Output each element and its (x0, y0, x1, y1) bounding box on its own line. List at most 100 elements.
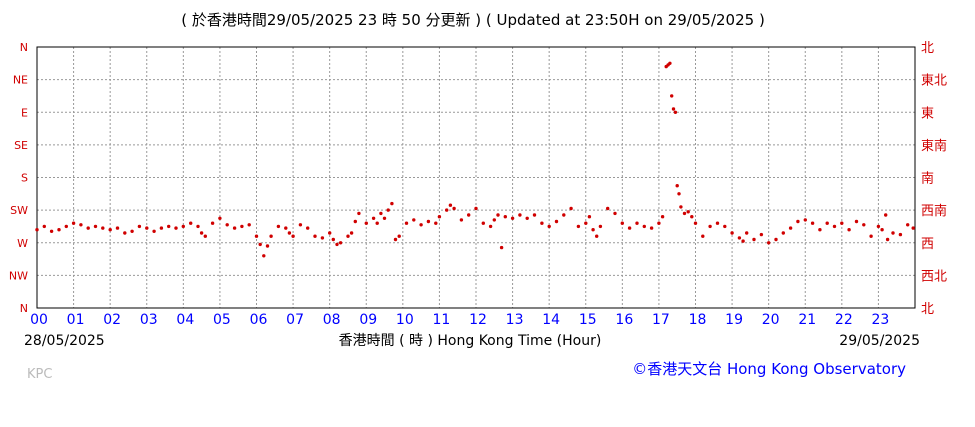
data-point (911, 226, 915, 230)
data-point (587, 215, 592, 219)
x-tick-label: 06 (250, 312, 268, 328)
data-point (745, 231, 749, 235)
data-point (673, 110, 678, 115)
data-point (181, 224, 185, 229)
data-point (810, 221, 815, 225)
data-point (474, 206, 478, 211)
data-point (364, 221, 368, 225)
data-point (606, 206, 610, 211)
data-point (64, 224, 69, 229)
data-point (671, 107, 676, 111)
data-point (642, 224, 646, 229)
data-point (393, 237, 398, 242)
data-point (488, 224, 493, 229)
x-tick-label: 18 (689, 312, 707, 328)
data-point (862, 223, 866, 227)
data-point (331, 237, 335, 242)
data-point (876, 224, 881, 229)
data-point (298, 223, 303, 227)
data-point (262, 254, 266, 258)
data-points (35, 61, 915, 258)
data-point (167, 224, 171, 229)
data-point (723, 224, 727, 229)
data-point (152, 229, 156, 233)
data-point (503, 215, 507, 219)
x-tick-label: 12 (469, 312, 487, 328)
data-point (349, 231, 354, 235)
data-point (328, 231, 332, 235)
data-point (759, 232, 764, 237)
data-point (796, 219, 800, 224)
data-point (668, 61, 672, 65)
data-point (547, 224, 551, 229)
data-point (353, 219, 357, 224)
data-point (434, 221, 438, 225)
data-point (803, 218, 807, 222)
x-tick-label: 11 (433, 312, 451, 328)
data-point (682, 211, 687, 216)
data-point (306, 226, 310, 230)
data-point (174, 226, 178, 230)
data-point (869, 234, 873, 238)
station-code: KPC (27, 367, 52, 382)
data-point (884, 213, 888, 217)
y-tick-label-zh: 西北 (921, 269, 947, 284)
data-point (767, 241, 771, 245)
x-tick-label: 17 (652, 312, 670, 328)
data-point (569, 206, 573, 211)
data-point (57, 228, 61, 232)
data-point (284, 226, 288, 230)
data-point (130, 229, 134, 233)
data-point (891, 231, 895, 235)
data-point (452, 206, 456, 211)
data-point (675, 184, 679, 188)
data-point (382, 216, 387, 220)
x-tick-label: 00 (30, 312, 48, 328)
data-point (898, 232, 903, 237)
data-point (419, 223, 423, 227)
data-point (79, 223, 83, 227)
data-point (467, 213, 471, 217)
y-tick-label-en: S (21, 172, 28, 185)
data-point (510, 216, 515, 220)
y-tick-label-zh: 西南 (921, 203, 947, 219)
data-point (818, 228, 822, 232)
x-tick-label: 22 (835, 312, 853, 328)
data-point (708, 224, 712, 229)
data-point (265, 244, 270, 248)
data-point (481, 221, 485, 225)
data-point (101, 226, 105, 230)
data-point (225, 223, 229, 227)
data-point (269, 234, 273, 238)
x-tick-label: 01 (67, 312, 85, 328)
y-tick-label-zh: 北 (921, 302, 934, 317)
data-point (670, 94, 674, 98)
y-tick-label-zh: 東北 (921, 73, 947, 89)
data-point (93, 224, 98, 229)
x-tick-label: 19 (725, 312, 743, 328)
x-tick-label: 16 (615, 312, 633, 328)
y-tick-label-zh: 東 (921, 105, 934, 121)
data-point (701, 234, 705, 238)
y-tick-label-zh: 西 (921, 237, 934, 252)
data-point (291, 234, 295, 238)
data-point (679, 205, 683, 209)
x-tick-label: 08 (323, 312, 341, 328)
x-tick-label: 05 (213, 312, 231, 328)
y-tick-label-en: NW (9, 269, 28, 282)
y-tick-label-en: SW (10, 204, 28, 217)
data-point (426, 219, 431, 224)
data-point (649, 226, 654, 230)
data-point (635, 221, 639, 225)
data-point (247, 223, 251, 227)
data-point (199, 231, 204, 235)
data-point (499, 245, 504, 250)
data-point (320, 236, 325, 240)
y-tick-label-zh: 北 (921, 41, 934, 56)
data-point (404, 221, 409, 225)
x-axis-title: 香港時間 ( 時 ) Hong Kong Time (Hour) (339, 333, 602, 349)
data-point (375, 221, 379, 225)
data-point (715, 221, 720, 225)
data-point (906, 223, 910, 227)
